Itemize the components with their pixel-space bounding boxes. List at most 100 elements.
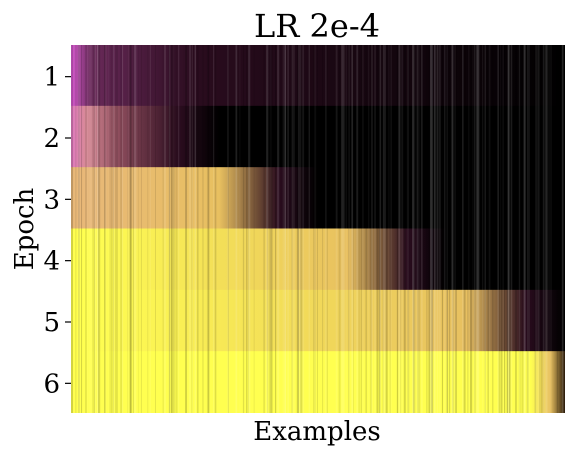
heatmap-streak <box>141 45 142 413</box>
heatmap-streak <box>300 45 302 413</box>
heatmap-streak <box>361 45 362 413</box>
heatmap-streak <box>337 45 338 413</box>
heatmap-streak <box>557 45 558 413</box>
y-tick-label: 6 <box>43 369 60 399</box>
heatmap-streak <box>189 45 191 413</box>
heatmap-streak <box>442 45 443 413</box>
heatmap-streak <box>313 45 314 413</box>
heatmap-streak <box>163 45 164 413</box>
heatmap-streak <box>115 45 116 413</box>
heatmap-streak <box>133 45 134 413</box>
heatmap-streak <box>377 45 379 413</box>
heatmap-streak <box>435 45 436 413</box>
heatmap-streak <box>339 45 341 413</box>
heatmap-streak <box>446 45 448 413</box>
heatmap-streak <box>507 45 508 413</box>
heatmap-streak <box>127 45 128 413</box>
heatmap-streak <box>417 45 418 413</box>
heatmap-streak <box>342 45 344 413</box>
heatmap-row <box>71 351 565 413</box>
heatmap-streak <box>390 45 391 413</box>
heatmap-streak <box>85 45 87 413</box>
heatmap-streak <box>363 45 364 413</box>
y-tick-label: 1 <box>43 63 60 93</box>
y-tick-label: 4 <box>43 247 60 277</box>
y-tick-label: 3 <box>43 185 60 215</box>
heatmap-streak <box>509 45 510 413</box>
heatmap-streak <box>451 45 453 413</box>
heatmap-row <box>71 106 565 168</box>
heatmap-streak <box>120 45 122 413</box>
heatmap-streak <box>504 45 505 413</box>
heatmap-streak <box>94 45 96 413</box>
heatmap-streak <box>111 45 112 413</box>
heatmap-streak <box>515 45 517 413</box>
heatmap-streak <box>400 45 401 413</box>
heatmap-streak <box>336 45 337 413</box>
heatmap-streak <box>464 45 466 413</box>
heatmap-streak <box>277 45 279 413</box>
heatmap-streak <box>203 45 204 413</box>
heatmap-streak <box>215 45 217 413</box>
heatmap-streak <box>358 45 360 413</box>
heatmap-streak <box>541 45 542 413</box>
heatmap-streak <box>75 45 76 413</box>
heatmap-streak <box>474 45 475 413</box>
heatmap-streak <box>562 45 563 413</box>
heatmap-streak <box>134 45 136 413</box>
heatmap-streak <box>469 45 470 413</box>
heatmap-streak <box>322 45 323 413</box>
heatmap-streak <box>473 45 474 413</box>
heatmap-streak <box>309 45 310 413</box>
heatmap-streak <box>482 45 483 413</box>
heatmap-streak <box>430 45 431 413</box>
heatmap-streak <box>213 45 214 413</box>
heatmap-streak <box>462 45 464 413</box>
heatmap-streak <box>327 45 328 413</box>
heatmap-streak <box>264 45 265 413</box>
heatmap-plot-area <box>71 45 565 414</box>
heatmap-streak <box>439 45 441 413</box>
heatmap-streak <box>369 45 370 413</box>
heatmap-streak <box>527 45 529 413</box>
y-tick-label: 5 <box>43 308 60 338</box>
heatmap-streak <box>524 45 526 413</box>
heatmap-streak <box>542 45 543 413</box>
heatmap-streak <box>468 45 469 413</box>
heatmap-streak <box>388 45 389 413</box>
heatmap-streak <box>197 45 199 413</box>
heatmap-streak <box>511 45 513 413</box>
heatmap-streak <box>243 45 244 413</box>
x-axis-label: Examples <box>253 417 381 447</box>
heatmap-streak <box>173 45 174 413</box>
heatmap-streak <box>292 45 294 413</box>
heatmap-streak <box>522 45 524 413</box>
heatmap-streak <box>325 45 327 413</box>
heatmap-streak <box>404 45 406 413</box>
heatmap-streak <box>485 45 486 413</box>
heatmap-streak <box>470 45 472 413</box>
heatmap-streak <box>371 45 373 413</box>
heatmap-streak <box>298 45 299 413</box>
heatmap-streak <box>138 45 139 413</box>
heatmap-streak <box>529 45 530 413</box>
heatmap-streak <box>111 45 112 413</box>
heatmap-streak <box>192 45 193 413</box>
heatmap-streak <box>178 45 179 413</box>
heatmap-streak <box>434 45 435 413</box>
heatmap-row <box>71 45 565 107</box>
heatmap-streak <box>413 45 415 413</box>
heatmap-row <box>71 290 565 352</box>
heatmap-row <box>71 167 565 229</box>
heatmap-streak <box>284 45 286 413</box>
heatmap-streak <box>266 45 268 413</box>
heatmap-streak <box>418 45 420 413</box>
heatmap-streak <box>365 45 367 413</box>
heatmap-streak <box>487 45 489 413</box>
heatmap-row <box>71 229 565 291</box>
heatmap-streak <box>352 45 354 413</box>
y-tick-label: 2 <box>43 124 60 154</box>
heatmap-streak <box>374 45 375 413</box>
heatmap-streak <box>427 45 428 413</box>
heatmap-streak <box>421 45 423 413</box>
